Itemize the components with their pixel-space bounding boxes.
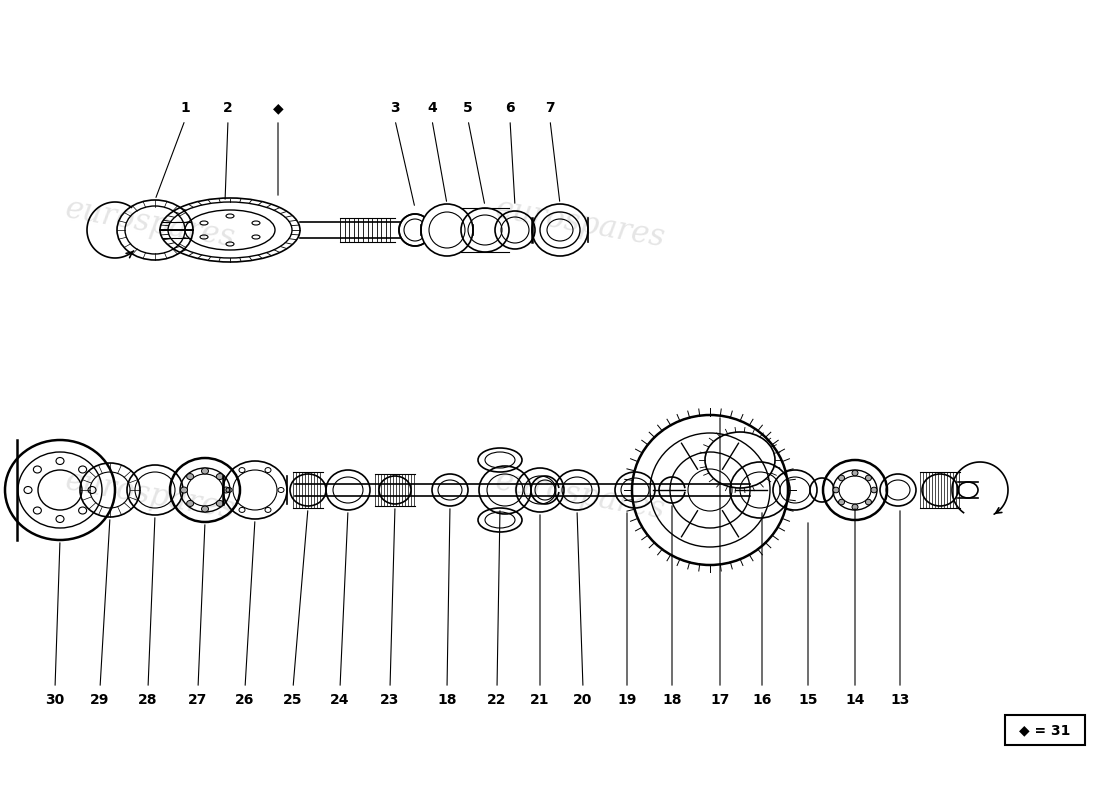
Ellipse shape <box>187 501 194 506</box>
Text: eurospares: eurospares <box>493 194 668 254</box>
Ellipse shape <box>217 474 223 479</box>
Text: 18: 18 <box>662 693 682 707</box>
Text: 3: 3 <box>390 101 399 115</box>
Text: 7: 7 <box>546 101 554 115</box>
Ellipse shape <box>852 504 858 510</box>
Ellipse shape <box>866 475 871 481</box>
Text: eurospares: eurospares <box>63 194 238 254</box>
Text: 26: 26 <box>235 693 255 707</box>
Ellipse shape <box>187 474 194 479</box>
Text: 5: 5 <box>463 101 473 115</box>
Text: 1: 1 <box>180 101 190 115</box>
Ellipse shape <box>201 468 209 474</box>
Text: 24: 24 <box>330 693 350 707</box>
Bar <box>1005 715 1085 745</box>
Text: 23: 23 <box>381 693 399 707</box>
Text: 16: 16 <box>752 693 772 707</box>
Ellipse shape <box>833 487 839 493</box>
Ellipse shape <box>180 487 187 493</box>
Text: 25: 25 <box>284 693 302 707</box>
Text: 6: 6 <box>505 101 515 115</box>
Ellipse shape <box>217 501 223 506</box>
Text: 29: 29 <box>90 693 110 707</box>
Text: 30: 30 <box>45 693 65 707</box>
Text: ◆: ◆ <box>273 101 284 115</box>
Ellipse shape <box>866 499 871 505</box>
Text: 15: 15 <box>799 693 817 707</box>
Text: 18: 18 <box>438 693 456 707</box>
Ellipse shape <box>838 499 845 505</box>
Text: 20: 20 <box>573 693 593 707</box>
Text: 14: 14 <box>845 693 865 707</box>
Ellipse shape <box>421 204 473 256</box>
Text: 17: 17 <box>711 693 729 707</box>
Text: ◆ = 31: ◆ = 31 <box>1020 723 1070 737</box>
Ellipse shape <box>838 475 845 481</box>
Text: 13: 13 <box>890 693 910 707</box>
Ellipse shape <box>852 470 858 476</box>
Text: 22: 22 <box>487 693 507 707</box>
Text: 4: 4 <box>427 101 437 115</box>
Text: 2: 2 <box>223 101 233 115</box>
Text: 27: 27 <box>188 693 208 707</box>
Text: eurospares: eurospares <box>63 466 238 526</box>
Ellipse shape <box>201 506 209 512</box>
Text: eurospares: eurospares <box>493 466 668 526</box>
Text: 19: 19 <box>617 693 637 707</box>
Text: 28: 28 <box>139 693 157 707</box>
Text: 21: 21 <box>530 693 550 707</box>
Ellipse shape <box>871 487 877 493</box>
Ellipse shape <box>222 487 230 493</box>
